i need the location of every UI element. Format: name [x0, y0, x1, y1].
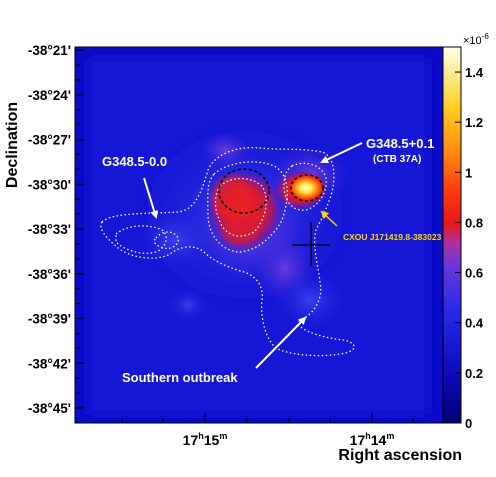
annotations: G348.5+0.1 (CTB 37A) G348.5-0.0 CXOU J17…: [102, 136, 442, 385]
y-tick-label: -38°39': [28, 312, 71, 327]
arrow-southern-outbreak: [255, 316, 307, 369]
x-tick-label-17h15m: 17h15m: [183, 431, 228, 448]
intensity-map: [75, 47, 443, 423]
label-southern-outbreak: Southern outbreak: [122, 370, 238, 385]
label-ctb37a: (CTB 37A): [373, 154, 421, 165]
y-tick-label: -38°33': [28, 222, 71, 237]
y-tick-label: -38°30': [28, 177, 71, 192]
y-tick-label: -38°36': [28, 267, 71, 282]
x-axis-title: Right ascension: [338, 447, 462, 464]
colorbar-ticks: 0 0.2 0.4 0.6 0.8 1 1.2 1.4: [455, 65, 484, 431]
colorbar-tick-label: 1.2: [465, 115, 483, 130]
x-tick-label-17h14m: 17h14m: [350, 431, 395, 448]
colorbar-tick-label: 0.8: [465, 215, 483, 230]
arrow-g348-5-0-0: [143, 177, 159, 219]
label-g348-5-0-0: G348.5-0.0: [102, 154, 167, 169]
arrow-g348-5-0-1: [320, 142, 363, 164]
y-tick-label: -38°42': [28, 356, 71, 371]
y-tick-label: -38°27': [28, 133, 71, 148]
colorbar-tick-label: 0: [465, 416, 472, 431]
arrow-cxou: [320, 210, 338, 227]
y-axis-title: Declination: [4, 102, 21, 188]
xray-circles: [218, 168, 324, 214]
colorbar-tick-label: 0.4: [465, 316, 484, 331]
label-g348-5-0-1: G348.5+0.1: [366, 136, 434, 151]
hotspot-ctb37a: [286, 173, 326, 203]
label-cxou: CXOU J171419.8-383023: [343, 232, 442, 242]
colorbar-exponent: ×10-6: [463, 32, 489, 47]
colorbar-tick-label: 0.6: [465, 266, 483, 281]
x-axis: 17h15m 17h14m Right ascension: [121, 413, 462, 464]
colorbar-tick-label: 1: [465, 165, 472, 180]
colorbar-tick-label: 0.2: [465, 366, 483, 381]
colorbar-tick-label: 1.4: [465, 65, 484, 80]
contours: [100, 146, 355, 357]
y-tick-label: -38°24': [28, 88, 71, 103]
y-axis: -38°21' -38°24' -38°27' -38°30' -38°33' -38°3…: [28, 43, 84, 416]
y-tick-label: -38°45': [28, 401, 71, 416]
colorbar-gradient: [443, 47, 461, 423]
colorbar: 0 0.2 0.4 0.6 0.8 1 1.2 1.4 ×10-6: [442, 32, 489, 431]
source-position-cross: [292, 222, 330, 266]
y-tick-label: -38°21': [28, 43, 71, 58]
